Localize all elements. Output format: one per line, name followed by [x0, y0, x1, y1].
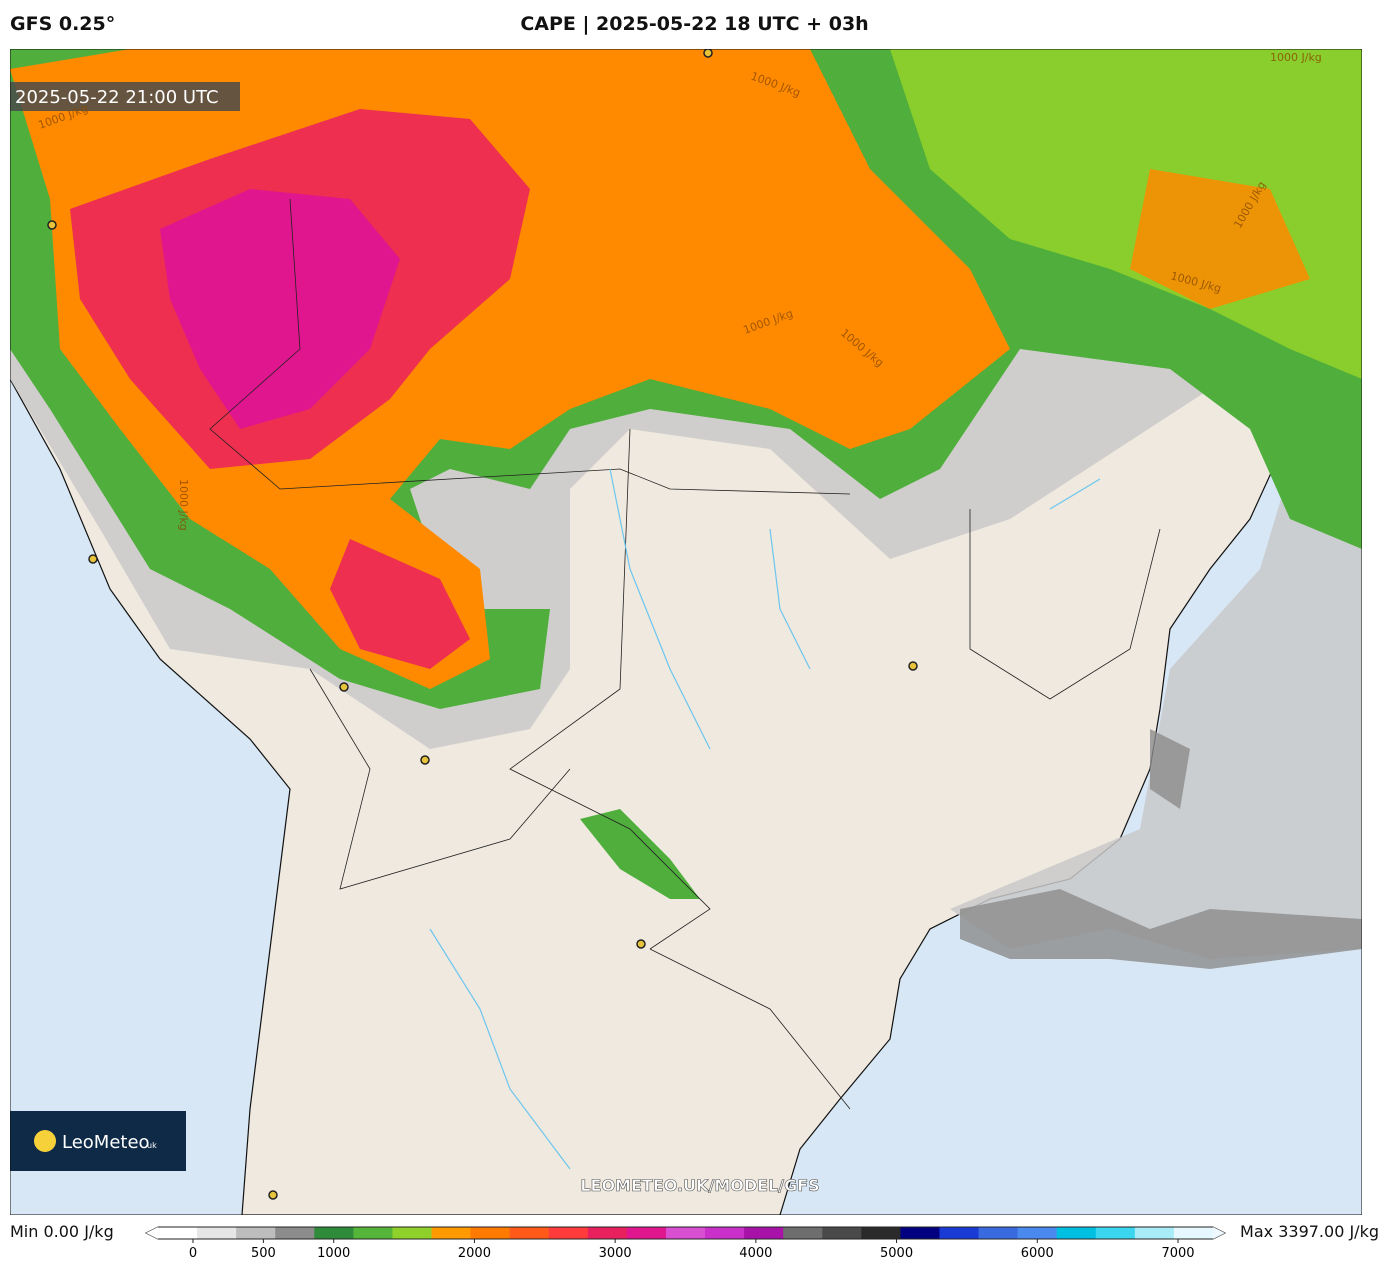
colorbar-tick-label: 2000: [458, 1246, 491, 1261]
contour-label: 1000 J/kg: [1270, 51, 1322, 64]
borders: [209, 198, 1161, 1110]
colorbar-tick-label: 500: [251, 1246, 276, 1261]
colorbar-swatch: [548, 1227, 589, 1239]
colorbar-swatch: [939, 1227, 980, 1239]
colorbar-swatch: [470, 1227, 511, 1239]
colorbar-swatch: [158, 1227, 198, 1239]
colorbar-tick-label: 0: [189, 1246, 197, 1261]
colorbar-swatch: [822, 1227, 862, 1239]
cities: [47, 49, 918, 1200]
logo-sun: [34, 1130, 56, 1152]
colorbar-tick-label: 7000: [1161, 1246, 1194, 1261]
colorbar-tick-label: 5000: [880, 1246, 913, 1261]
colorbar-swatch: [783, 1227, 823, 1239]
colorbar-swatch: [861, 1227, 901, 1239]
colorbar-tick-label: 6000: [1021, 1246, 1054, 1261]
watermark: LEOMETEO.UK/MODEL/GFS: [580, 1176, 819, 1195]
colorbar-swatch: [665, 1227, 706, 1239]
cape-green-chaco: [580, 809, 700, 899]
colorbar-swatch: [275, 1227, 315, 1239]
colorbar-tick-label: 1000: [317, 1246, 350, 1261]
rivers: [429, 468, 1101, 1170]
colorbar-arrow: [1213, 1227, 1225, 1239]
logo-suffix: uk: [147, 1141, 157, 1150]
map: 2025-05-22 21:00 UTC 1000 J/kg 1000 J/kg…: [10, 49, 1362, 1215]
colorbar-tick-label: 4000: [739, 1246, 772, 1261]
colorbar-swatch: [744, 1227, 784, 1239]
colorbar-swatch: [900, 1227, 940, 1239]
colorbar-tick-label: 3000: [599, 1246, 632, 1261]
colorbar-swatch: [431, 1227, 472, 1239]
colorbar-swatch: [1056, 1227, 1097, 1239]
min-label: Min 0.00 J/kg: [10, 1222, 114, 1241]
valid-time: 2025-05-22 21:00 UTC: [15, 87, 219, 108]
map-title: CAPE | 2025-05-22 18 UTC + 03h: [520, 13, 869, 35]
colorbar-arrow: [146, 1227, 158, 1239]
logo-name: LeoMeteo: [62, 1132, 150, 1153]
colorbar-swatch: [1017, 1227, 1058, 1239]
cape-dark-sea: [960, 729, 1362, 969]
contour-label: 1000 J/kg: [177, 479, 190, 531]
colorbar-swatch: [392, 1227, 433, 1239]
cape-orange-sea: [1130, 169, 1310, 309]
colorbar-swatch: [314, 1227, 354, 1239]
valid-time-box: [10, 82, 240, 111]
cape-magenta: [160, 189, 400, 429]
colorbar-swatch: [236, 1227, 276, 1239]
colorbar-swatch: [1134, 1227, 1175, 1239]
colorbar-swatch: [1173, 1227, 1214, 1239]
max-label: Max 3397.00 J/kg: [1240, 1222, 1379, 1241]
colorbar-swatch: [587, 1227, 628, 1239]
colorbar-swatch: [197, 1227, 237, 1239]
colorbar-swatch: [626, 1227, 667, 1239]
model-name: GFS 0.25°: [10, 13, 116, 35]
colorbar-swatch: [353, 1227, 393, 1239]
colorbar: 0 500 1000 2000 3000 4000 5000 6000 7000: [144, 1226, 1227, 1261]
colorbar-swatch: [705, 1227, 745, 1239]
colorbar-swatch: [978, 1227, 1019, 1239]
colorbar-swatch: [1095, 1227, 1136, 1239]
colorbar-swatch: [509, 1227, 550, 1239]
